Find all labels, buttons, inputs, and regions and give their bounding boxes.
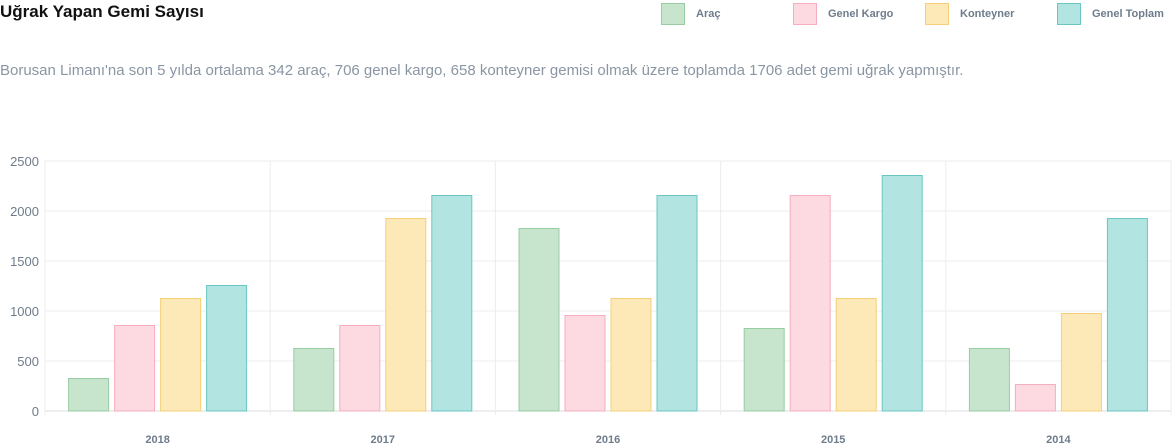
legend-item-genel-toplam[interactable]: Genel Toplam <box>1057 2 1164 26</box>
legend-genel-toplam-swatch <box>1057 3 1081 25</box>
bar-genel-toplam-2015[interactable] <box>881 175 923 412</box>
legend-arac-label: Araç <box>696 8 721 20</box>
bar-konteyner-2016[interactable] <box>610 298 652 412</box>
y-tick-label: 1000 <box>10 304 39 319</box>
bar-arac-2016[interactable] <box>518 228 560 412</box>
legend-item-konteyner[interactable]: Konteyner <box>925 2 1014 26</box>
bar-konteyner-2015[interactable] <box>835 298 877 412</box>
bar-genel-toplam-2014[interactable] <box>1106 218 1148 412</box>
bar-genel-kargo-2016[interactable] <box>564 315 606 412</box>
legend-arac-swatch <box>661 3 685 25</box>
chart-subtitle: Borusan Limanı'na son 5 yılda ortalama 3… <box>0 62 964 79</box>
y-tick-label: 2000 <box>10 204 39 219</box>
bar-genel-kargo-2014[interactable] <box>1014 384 1056 412</box>
bar-genel-kargo-2017[interactable] <box>339 325 381 412</box>
bar-arac-2017[interactable] <box>293 348 335 412</box>
bar-genel-kargo-2018[interactable] <box>114 325 156 412</box>
y-tick-label: 0 <box>32 404 39 419</box>
y-tick-label: 1500 <box>10 254 39 269</box>
bar-konteyner-2017[interactable] <box>385 218 427 412</box>
legend-item-arac[interactable]: Araç <box>661 2 720 26</box>
bar-genel-toplam-2016[interactable] <box>656 195 698 412</box>
legend-item-genel-kargo[interactable]: Genel Kargo <box>793 2 893 26</box>
x-tick-label: 2018 <box>145 434 169 445</box>
legend-genel-toplam-label: Genel Toplam <box>1092 8 1164 20</box>
bar-arac-2015[interactable] <box>743 328 785 412</box>
bar-genel-toplam-2018[interactable] <box>206 285 248 412</box>
legend-konteyner-label: Konteyner <box>960 8 1015 20</box>
legend-konteyner-swatch <box>925 3 949 25</box>
bar-genel-kargo-2015[interactable] <box>789 195 831 412</box>
y-tick-label: 500 <box>17 354 39 369</box>
x-tick-label: 2014 <box>1046 434 1071 445</box>
bar-arac-2014[interactable] <box>968 348 1010 412</box>
bar-konteyner-2014[interactable] <box>1060 313 1102 412</box>
legend-genel-kargo-label: Genel Kargo <box>828 8 894 20</box>
bar-arac-2018[interactable] <box>68 378 110 412</box>
bar-konteyner-2018[interactable] <box>160 298 202 412</box>
x-tick-label: 2016 <box>596 434 620 445</box>
bar-genel-toplam-2017[interactable] <box>431 195 473 412</box>
x-tick-label: 2015 <box>821 434 845 445</box>
chart-title: Uğrak Yapan Gemi Sayısı <box>0 2 204 21</box>
x-tick-label: 2017 <box>371 434 395 445</box>
legend-genel-kargo-swatch <box>793 3 817 25</box>
chart-legend: Araç Genel Kargo Konteyner Genel Toplam <box>0 2 1172 28</box>
y-tick-label: 2500 <box>10 154 39 169</box>
